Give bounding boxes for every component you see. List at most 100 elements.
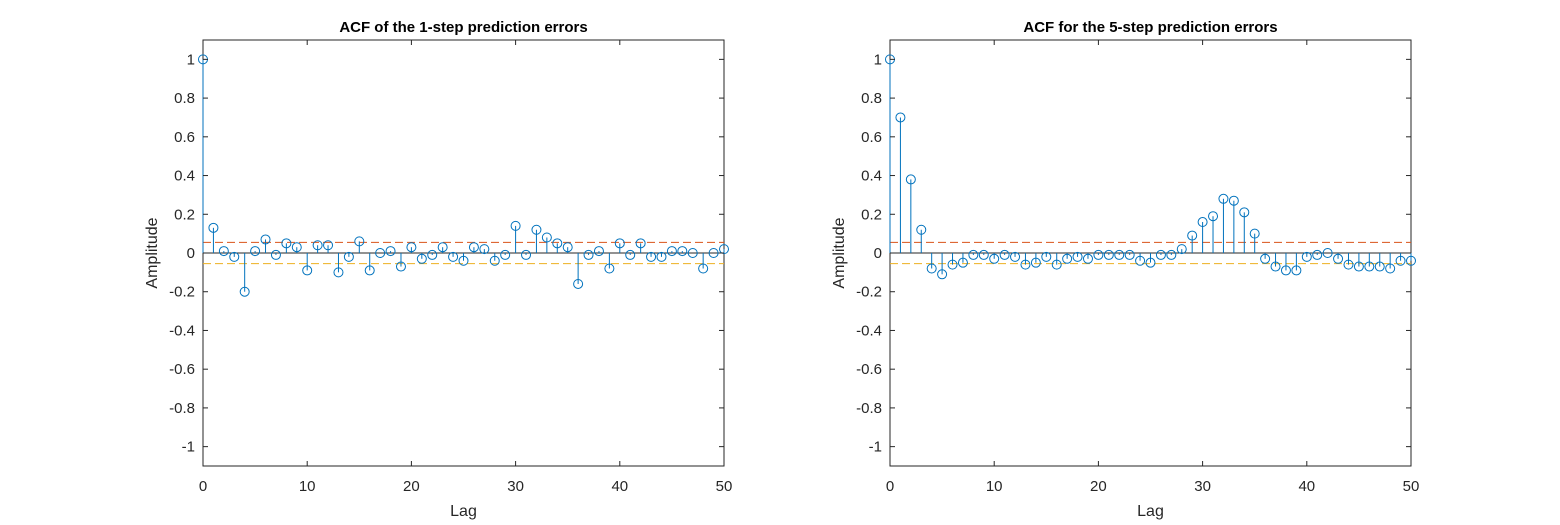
stem-marker xyxy=(375,248,386,258)
y-axis-label: Amplitude xyxy=(144,217,161,288)
stem-marker xyxy=(323,240,334,251)
stem-marker xyxy=(1333,253,1344,264)
stem-marker xyxy=(416,253,427,264)
stem-marker xyxy=(354,236,365,247)
x-tick-label: 30 xyxy=(507,478,524,495)
y-tick-label: -0.4 xyxy=(169,322,195,339)
stem-marker xyxy=(1322,248,1333,258)
stem-marker xyxy=(1353,261,1364,272)
stem-marker xyxy=(385,246,396,257)
x-tick-label: 50 xyxy=(1403,478,1420,495)
x-tick-label: 0 xyxy=(199,478,207,495)
y-tick-label: 0 xyxy=(874,245,882,262)
stem-marker xyxy=(1260,253,1271,264)
stem-marker xyxy=(437,242,448,253)
stem-marker xyxy=(427,249,438,260)
stem-marker xyxy=(1135,255,1146,266)
y-tick-label: 0.6 xyxy=(861,129,882,146)
stem-marker xyxy=(999,249,1010,260)
stem-marker xyxy=(635,238,646,249)
stem-marker xyxy=(687,248,698,258)
y-tick-label: -0.2 xyxy=(169,284,195,301)
stem-marker xyxy=(218,246,229,257)
y-axis-label: Amplitude xyxy=(831,217,848,288)
stem-marker xyxy=(698,263,709,274)
stem-marker xyxy=(531,224,542,235)
stem-marker xyxy=(229,251,240,262)
stem-marker xyxy=(1385,263,1396,274)
stem-marker xyxy=(406,242,417,253)
stem-marker xyxy=(1249,228,1260,239)
stem-marker xyxy=(1374,261,1385,272)
x-tick-label: 0 xyxy=(886,478,894,495)
stem-marker xyxy=(1197,217,1208,228)
stem-marker xyxy=(708,248,719,258)
stem-marker xyxy=(1166,249,1177,260)
acf-plot-5-step: -1-0.8-0.6-0.4-0.200.20.40.60.810 10 20 30 4… xyxy=(831,19,1419,520)
stem-marker xyxy=(1208,211,1219,222)
stem-marker xyxy=(1155,249,1166,260)
stem-marker xyxy=(583,249,594,260)
axis-ticks: -1-0.8-0.6-0.4-0.200.20.40.60.810 10 20 30 4… xyxy=(856,40,1419,495)
stem-marker xyxy=(1041,251,1052,262)
acf-plot-1-step: -1-0.8-0.6-0.4-0.200.20.40.60.810 10 20 30 4… xyxy=(144,19,732,520)
y-tick-label: 0.8 xyxy=(174,90,195,107)
x-tick-label: 20 xyxy=(1090,478,1107,495)
stem-marker xyxy=(1062,253,1073,264)
stem-marker xyxy=(291,242,302,253)
x-tick-label: 10 xyxy=(299,478,316,495)
y-tick-label: -0.6 xyxy=(169,361,195,378)
stem-marker xyxy=(926,263,937,274)
x-axis-label: Lag xyxy=(450,503,477,520)
stem-marker xyxy=(458,255,469,266)
stem-marker xyxy=(947,259,958,270)
stem-marker xyxy=(1239,207,1250,218)
stem-marker xyxy=(625,249,636,260)
chart-title: ACF for the 5-step prediction errors xyxy=(1023,19,1277,36)
stem-marker xyxy=(562,242,573,253)
y-tick-label: -0.8 xyxy=(169,400,195,417)
y-tick-label: 0.2 xyxy=(174,206,195,223)
x-tick-label: 50 xyxy=(716,478,733,495)
stem-marker xyxy=(1114,249,1125,260)
stem-marker xyxy=(1030,257,1041,268)
stem-marker xyxy=(614,238,625,249)
stem-marker xyxy=(916,224,927,235)
stem-marker xyxy=(479,244,490,255)
stem-marker xyxy=(978,249,989,260)
stem-marker xyxy=(541,232,552,243)
y-tick-label: 0.6 xyxy=(174,129,195,146)
x-tick-label: 40 xyxy=(611,478,628,495)
stem-marker xyxy=(1270,261,1281,272)
y-tick-label: -0.8 xyxy=(856,400,882,417)
stem-marker xyxy=(905,174,916,185)
y-tick-label: 1 xyxy=(874,51,882,68)
stem-marker xyxy=(646,251,657,262)
stem-marker xyxy=(1010,251,1021,262)
y-tick-label: -0.6 xyxy=(856,361,882,378)
stem-marker xyxy=(270,249,281,260)
stem-marker xyxy=(208,222,219,233)
stem-marker xyxy=(1082,253,1093,264)
stem-marker xyxy=(1312,249,1323,260)
stem-marker xyxy=(1051,259,1062,270)
stem-marker xyxy=(1093,249,1104,260)
stem-marker xyxy=(250,246,261,257)
stem-marker xyxy=(343,251,354,262)
stem-marker xyxy=(489,255,500,266)
y-tick-label: -0.2 xyxy=(856,284,882,301)
stem-marker xyxy=(968,249,979,260)
stem-marker xyxy=(1406,255,1416,266)
stem-marker xyxy=(957,257,968,268)
stem-marker xyxy=(937,269,948,280)
stem-marker xyxy=(656,251,667,262)
stem-marker xyxy=(719,244,729,255)
stem-marker xyxy=(1187,230,1198,241)
stem-marker xyxy=(1280,265,1291,276)
stem-marker xyxy=(989,253,1000,264)
stem-marker xyxy=(1343,259,1354,270)
stem-marker xyxy=(1124,249,1135,260)
stem-marker xyxy=(395,261,406,272)
y-tick-label: 0 xyxy=(187,245,195,262)
